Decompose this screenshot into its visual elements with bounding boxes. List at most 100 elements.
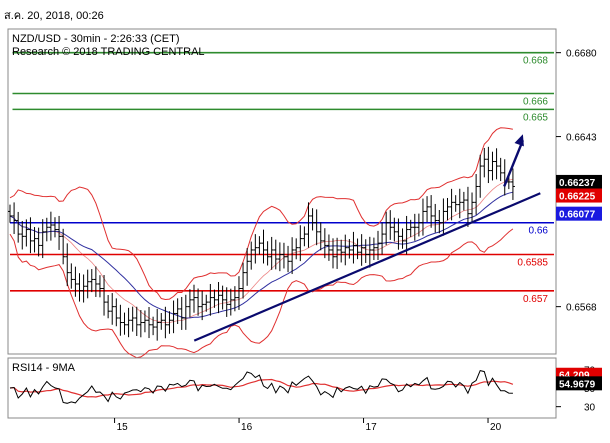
candle: [122, 312, 127, 335]
candle: [355, 238, 360, 260]
candle: [457, 188, 462, 219]
candle: [359, 234, 364, 266]
candle: [167, 311, 172, 334]
moving-average: [9, 191, 514, 319]
candle: [265, 241, 270, 266]
candle: [204, 294, 209, 312]
candle: [437, 210, 442, 234]
candle: [400, 228, 405, 249]
candle: [286, 245, 291, 273]
level-0665-label: 0.665: [523, 112, 548, 123]
candle: [44, 217, 49, 242]
candle: [453, 195, 458, 212]
candle: [212, 289, 217, 308]
candle: [441, 198, 446, 236]
candle: [110, 293, 115, 325]
candle: [510, 168, 515, 200]
candle: [465, 186, 470, 227]
candle: [371, 237, 376, 261]
price-tick-label: 0.6643: [566, 133, 597, 144]
candle: [241, 262, 246, 299]
candle: [335, 237, 340, 269]
badge-high: [556, 188, 602, 203]
candle: [163, 306, 168, 339]
time-tick-label: 20: [490, 422, 502, 433]
candle: [363, 239, 368, 263]
candle: [420, 198, 425, 236]
candle: [20, 220, 25, 250]
candle: [306, 202, 311, 248]
candle: [48, 211, 53, 241]
candle: [73, 266, 78, 297]
candle: [498, 157, 503, 182]
candle: [97, 275, 102, 298]
candle: [93, 266, 98, 297]
candle: [106, 295, 111, 319]
candle: [232, 286, 237, 312]
candle: [155, 308, 160, 341]
candle: [28, 217, 33, 254]
rsi-lines: [9, 370, 514, 404]
candle: [171, 300, 176, 334]
candle: [200, 290, 205, 321]
rsi-badge: [556, 376, 602, 391]
candle: [396, 218, 401, 250]
candle: [220, 285, 225, 310]
candle: [257, 236, 262, 255]
rsi-line: [9, 370, 513, 404]
candle: [52, 217, 57, 238]
candle: [134, 306, 139, 337]
candle: [375, 230, 380, 260]
level-0657-label: 0.657: [523, 294, 548, 305]
candle: [269, 236, 274, 270]
candle: [449, 188, 454, 221]
candle: [474, 174, 479, 215]
candle: [187, 289, 192, 318]
price-tick-label: 0.6680: [566, 49, 597, 60]
candle: [339, 239, 344, 263]
candle: [40, 219, 45, 259]
candle: [24, 219, 29, 247]
candle: [130, 306, 135, 332]
candle: [12, 202, 17, 235]
candle: [277, 242, 282, 272]
candle: [281, 242, 286, 269]
candle: [249, 241, 254, 270]
candle: [445, 197, 450, 221]
rsi-tick-label: 30: [584, 403, 596, 414]
candle: [16, 211, 21, 243]
candle: [102, 274, 107, 316]
main-pane: 0.668 0.666 0.665 0.66 0.6585 0.657 NZD/USD -…: [7, 28, 557, 359]
candle: [408, 219, 413, 238]
candle: [290, 237, 295, 275]
main-pane-frame: [7, 28, 557, 355]
candle: [351, 231, 356, 264]
candle: [114, 298, 119, 327]
candle: [216, 282, 221, 314]
candle: [224, 287, 229, 317]
bollinger-middle: [9, 178, 514, 324]
candle: [486, 146, 491, 184]
date-stamp: ส.ค. 20, 2018, 00:26: [4, 10, 104, 22]
candle: [81, 274, 86, 303]
candle: [69, 263, 74, 289]
candle: [196, 288, 201, 316]
price-tick-label: 0.6568: [566, 303, 597, 314]
candle: [347, 239, 352, 259]
candle: [367, 236, 372, 268]
time-tick-label: 17: [366, 422, 378, 433]
rsi-badge-text: 54.9679: [559, 379, 596, 390]
candle: [298, 225, 303, 262]
projection-arrow-head: [514, 134, 524, 147]
bollinger-bands: [9, 127, 514, 359]
candlesticks: [8, 146, 515, 341]
candle: [490, 151, 495, 181]
candle: [32, 227, 37, 253]
candle: [159, 312, 164, 330]
badge-level-text: 0.66077: [559, 210, 596, 221]
rsi-ma-badge-text: 64.209: [559, 371, 590, 382]
candle: [412, 213, 417, 241]
candle: [429, 195, 434, 228]
